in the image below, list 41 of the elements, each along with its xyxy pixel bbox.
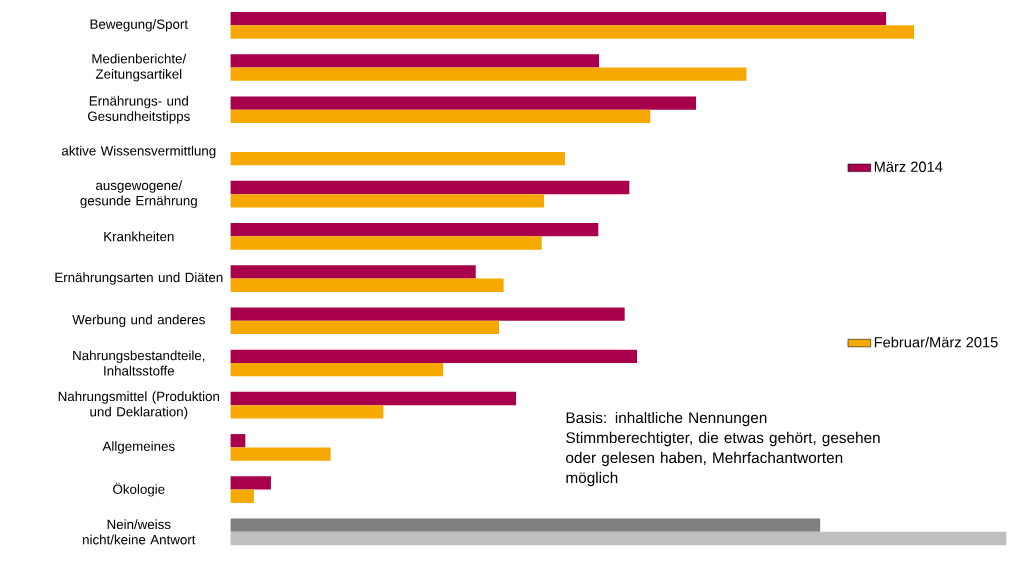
bar xyxy=(230,96,697,110)
bar xyxy=(230,25,915,39)
bar xyxy=(230,447,331,461)
y-tick-label: Nahrungsmittel (Produktion und Deklaration) xyxy=(58,391,220,420)
y-tick-label: ausgewogene/ gesunde Ernährung xyxy=(80,180,197,208)
y-tick-label: Bewegung/Sport xyxy=(90,19,188,32)
bar xyxy=(230,278,504,292)
bar xyxy=(230,54,600,68)
bar xyxy=(230,307,625,321)
y-tick-label: Ökologie xyxy=(113,482,165,497)
y-tick-label: Medienberichte/ Zeitungsartikel xyxy=(92,53,187,82)
bar xyxy=(230,349,638,363)
y-tick-label: Ernährungs- und Gesundheitstipps xyxy=(87,95,190,124)
bar xyxy=(230,531,1007,546)
bar xyxy=(230,391,517,406)
y-tick-label: Krankheiten xyxy=(104,231,174,242)
bar xyxy=(230,405,384,419)
bar xyxy=(230,320,499,335)
bar xyxy=(230,180,630,195)
bar xyxy=(230,489,254,503)
bar xyxy=(230,434,246,448)
bar xyxy=(230,362,444,377)
y-tick-label: Allgemeines xyxy=(102,441,175,454)
y-tick-label: Nahrungsbestandteile, Inhaltsstoffe xyxy=(73,350,205,376)
bar xyxy=(230,11,887,26)
bar xyxy=(230,518,821,532)
bar xyxy=(230,265,476,279)
legend-label: Februar/März 2015 xyxy=(874,336,998,348)
bar xyxy=(230,67,747,81)
annotation: Basis: inhaltliche Nennungen Stimmberechtigter, die etwas gehört, gesehen oder gelesen haben, Mehrfachantworten möglich xyxy=(566,411,880,487)
bar xyxy=(230,236,542,250)
bar xyxy=(230,151,565,166)
y-tick-label: aktive Wissensvermittlung xyxy=(61,145,216,159)
bar xyxy=(230,194,544,208)
bar xyxy=(230,222,599,237)
y-tick-label: Nein/weiss nicht/keine Antwort xyxy=(83,519,196,545)
bar xyxy=(230,476,271,490)
y-tick-label: Ernährungsarten und Diäten xyxy=(55,272,223,285)
legend-label: März 2014 xyxy=(874,161,943,172)
y-tick-label: Werbung und anderes xyxy=(72,314,205,327)
bar xyxy=(230,109,651,124)
